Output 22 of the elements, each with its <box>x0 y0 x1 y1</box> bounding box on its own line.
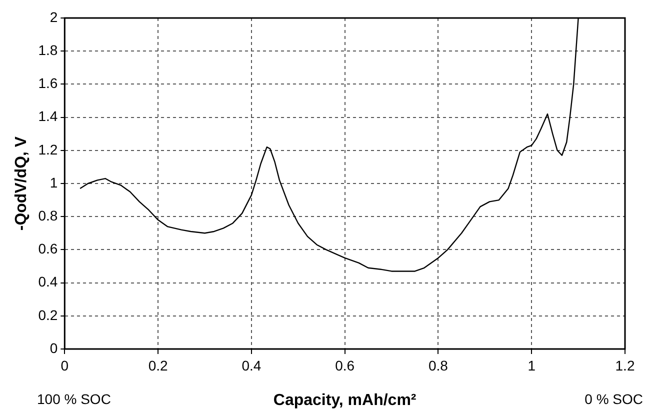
x-tick-label: 0.6 <box>335 357 355 374</box>
x-tick-label: 1 <box>528 357 536 374</box>
text: 0 % SOC <box>584 391 643 407</box>
x-tick-label: 0.2 <box>148 357 168 374</box>
y-tick-label: 0 <box>50 340 58 356</box>
y-tick-label: 0.2 <box>38 306 58 323</box>
text: 100 % SOC <box>37 391 111 407</box>
x-tick-label: 0.4 <box>242 357 262 374</box>
y-tick-label: 0.6 <box>38 240 58 257</box>
y-tick-label: 1.4 <box>38 108 58 124</box>
y-tick-label: 1.6 <box>38 75 58 92</box>
y-tick-label: 0.8 <box>38 207 58 224</box>
y-tick-label: 2 <box>50 8 58 25</box>
x-tick-label: 0.8 <box>428 357 448 374</box>
y-tick-label: 1.2 <box>38 141 58 158</box>
y-axis-title: -QodV/dQ, V <box>13 136 30 231</box>
y-tick-label: 1.8 <box>38 42 58 58</box>
y-tick-label: 1 <box>50 174 58 190</box>
y-tick-label: 0.4 <box>38 274 58 290</box>
x-tick-label: 1.2 <box>615 357 635 374</box>
x-axis-title: Capacity, mAh/cm² <box>273 392 416 409</box>
x-tick-label: 0 <box>60 357 69 374</box>
